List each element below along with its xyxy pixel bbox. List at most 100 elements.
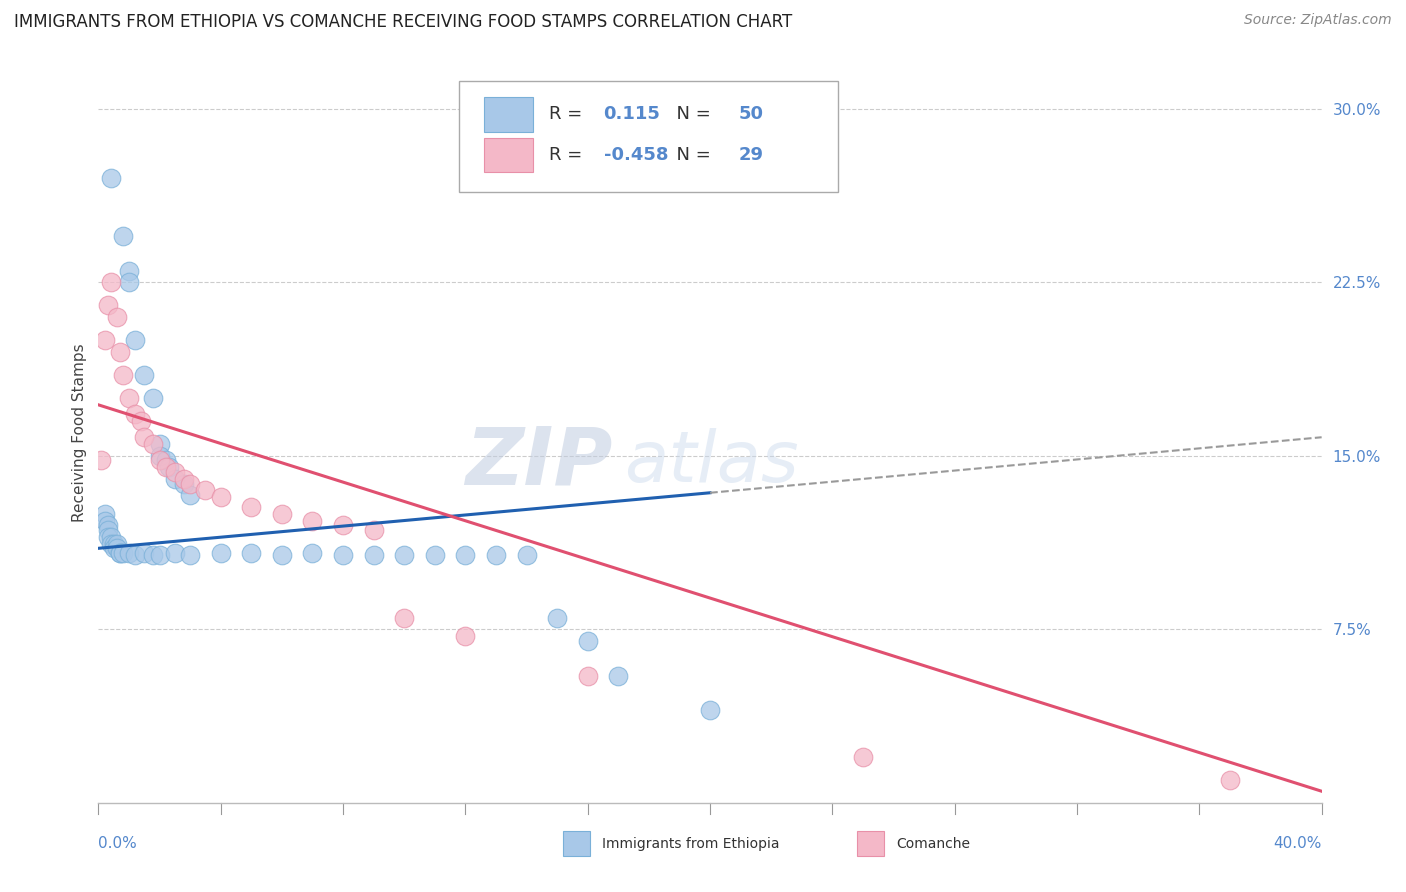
Point xyxy=(93,514,115,528)
Point xyxy=(173,472,195,486)
Point xyxy=(103,536,125,550)
Point xyxy=(163,465,186,479)
Point xyxy=(209,491,232,505)
Point xyxy=(134,546,156,560)
Point xyxy=(155,460,177,475)
Text: 0.0%: 0.0% xyxy=(98,836,138,851)
Point xyxy=(108,546,131,560)
Point xyxy=(194,483,217,498)
Point xyxy=(93,333,115,347)
Point xyxy=(103,541,125,556)
Point xyxy=(155,453,177,467)
Point xyxy=(118,546,141,560)
Point xyxy=(546,610,568,624)
Point xyxy=(301,514,323,528)
Point xyxy=(111,368,134,382)
Point xyxy=(149,453,172,467)
Point xyxy=(93,507,115,521)
Point xyxy=(301,546,323,560)
FancyBboxPatch shape xyxy=(484,97,533,132)
Point xyxy=(852,749,875,764)
Text: 29: 29 xyxy=(738,146,763,164)
Point xyxy=(1219,772,1241,787)
Point xyxy=(179,548,201,562)
Point xyxy=(118,263,141,277)
Text: -0.458: -0.458 xyxy=(603,146,668,164)
Point xyxy=(332,518,354,533)
Point xyxy=(485,548,508,562)
Point xyxy=(392,610,416,624)
Text: IMMIGRANTS FROM ETHIOPIA VS COMANCHE RECEIVING FOOD STAMPS CORRELATION CHART: IMMIGRANTS FROM ETHIOPIA VS COMANCHE REC… xyxy=(14,13,793,31)
Point xyxy=(108,546,131,560)
Point xyxy=(332,548,354,562)
Point xyxy=(163,546,186,560)
Point xyxy=(576,668,599,682)
FancyBboxPatch shape xyxy=(564,830,591,856)
Point xyxy=(97,530,120,544)
Text: N =: N = xyxy=(665,105,716,123)
Point xyxy=(134,368,156,382)
Point xyxy=(423,548,446,562)
FancyBboxPatch shape xyxy=(856,830,884,856)
Point xyxy=(516,548,538,562)
Point xyxy=(392,548,416,562)
Point xyxy=(179,476,201,491)
Point xyxy=(97,298,120,312)
Y-axis label: Receiving Food Stamps: Receiving Food Stamps xyxy=(72,343,87,522)
Point xyxy=(363,548,385,562)
Point xyxy=(142,391,165,405)
Point xyxy=(100,530,122,544)
Point xyxy=(576,633,599,648)
Point xyxy=(118,275,141,289)
Point xyxy=(124,333,146,347)
Point xyxy=(108,344,131,359)
Point xyxy=(270,507,292,521)
Text: 50: 50 xyxy=(738,105,763,123)
Point xyxy=(149,437,172,451)
Text: N =: N = xyxy=(665,146,716,164)
Point xyxy=(90,453,112,467)
Text: 40.0%: 40.0% xyxy=(1274,836,1322,851)
Text: R =: R = xyxy=(548,105,588,123)
Point xyxy=(149,548,172,562)
Point xyxy=(142,548,165,562)
Text: Source: ZipAtlas.com: Source: ZipAtlas.com xyxy=(1244,13,1392,28)
Point xyxy=(209,546,232,560)
Point xyxy=(118,391,141,405)
Point xyxy=(134,430,156,444)
Point xyxy=(100,171,122,186)
Point xyxy=(270,548,292,562)
Text: R =: R = xyxy=(548,146,588,164)
Point xyxy=(105,541,128,556)
Point xyxy=(454,629,477,643)
Point xyxy=(607,668,630,682)
Point xyxy=(163,472,186,486)
Point xyxy=(124,548,146,562)
Point xyxy=(124,407,146,421)
Point xyxy=(157,460,180,475)
Point xyxy=(105,536,128,550)
Point xyxy=(149,449,172,463)
Point xyxy=(129,414,152,428)
Text: 0.115: 0.115 xyxy=(603,105,661,123)
Point xyxy=(240,546,263,560)
Point xyxy=(97,523,120,537)
Point xyxy=(454,548,477,562)
Text: atlas: atlas xyxy=(624,428,799,497)
Point xyxy=(111,229,134,244)
Text: Immigrants from Ethiopia: Immigrants from Ethiopia xyxy=(602,837,780,850)
Point xyxy=(111,546,134,560)
Point xyxy=(173,476,195,491)
Point xyxy=(179,488,201,502)
Point xyxy=(105,310,128,324)
Point xyxy=(142,437,165,451)
FancyBboxPatch shape xyxy=(484,137,533,172)
Point xyxy=(100,536,122,550)
Text: ZIP: ZIP xyxy=(465,423,612,501)
Point xyxy=(100,275,122,289)
FancyBboxPatch shape xyxy=(460,81,838,192)
Point xyxy=(363,523,385,537)
Point xyxy=(699,703,721,717)
Text: Comanche: Comanche xyxy=(896,837,970,850)
Point xyxy=(240,500,263,514)
